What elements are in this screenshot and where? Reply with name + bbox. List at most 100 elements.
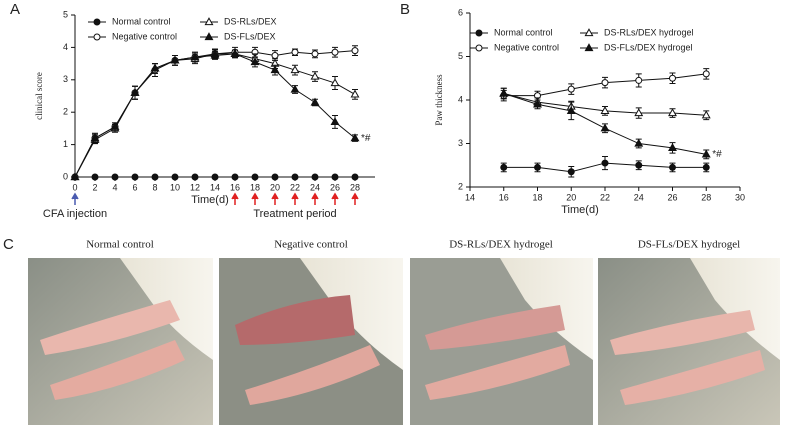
x-axis-label: Time(d) [191,194,228,206]
point [151,173,159,181]
point [291,48,299,56]
x-tick-label: 22 [290,182,300,192]
point [130,87,140,96]
point [310,97,320,106]
arrow [291,192,299,205]
x-tick-label: 14 [465,192,475,202]
point [701,149,711,158]
point [635,76,643,84]
point [90,133,100,142]
point [601,79,609,87]
x-tick-label: 12 [190,182,200,192]
x-tick-label: 24 [310,182,320,192]
point [668,143,677,151]
point [230,49,240,57]
point [351,173,359,181]
x-tick-label: 18 [532,192,542,202]
photo [410,258,593,425]
point [310,71,320,80]
point [534,163,541,171]
y-tick-label: 4 [63,42,68,52]
point [634,108,644,117]
y-axis-label: Paw thickness [434,74,444,126]
panel-label: B [400,1,410,18]
legend-label: DS-RLs/DEX [224,16,277,26]
legend-label: Normal control [112,16,171,26]
x-tick-label: 6 [132,182,137,192]
x-tick-label: 28 [701,192,711,202]
point [634,138,644,147]
series-line [74,50,356,178]
y-axis-label: clinical score [34,72,44,120]
point [475,44,483,52]
y-tick-label: 3 [63,74,68,84]
arrow [351,192,359,205]
x-tick-label: 22 [600,192,610,202]
point [210,50,220,59]
point [290,84,300,93]
point [701,110,711,119]
y-tick-label: 6 [458,7,463,17]
x-axis-label: Time(d) [561,204,598,216]
point [150,63,160,72]
point [251,173,259,181]
x-tick-label: 28 [350,182,360,192]
annotation: *# [712,149,722,160]
point [499,88,509,97]
arrow [231,192,239,205]
series-line [74,53,356,178]
point [93,18,101,26]
x-tick-label: 0 [72,182,77,192]
chart: B 2 3 4 5 6 14 16 18 20 22 24 26 28 30 Paw thickness Tim… [400,1,745,216]
point [170,55,180,64]
legend-label: Negative control [494,42,559,52]
legend-label: Negative control [112,31,177,41]
arrow [271,192,279,205]
x-tick-label: 26 [667,192,677,202]
point [311,173,319,181]
x-tick-label: 16 [499,192,509,202]
y-tick-label: 5 [458,51,463,61]
x-tick-label: 30 [735,192,745,202]
point [600,123,610,132]
photo-caption: DS-RLs/DEX hydrogel [449,239,553,251]
point [231,173,239,181]
y-tick-label: 1 [63,139,68,149]
point [584,28,594,37]
photo [28,258,213,425]
point [669,74,676,82]
y-tick-label: 2 [458,181,463,191]
point [350,133,360,142]
point [171,173,179,181]
point [270,65,280,74]
point [131,173,139,181]
photo-caption: Negative control [274,239,348,251]
x-tick-label: 14 [210,182,220,192]
photo-caption: DS-FLs/DEX hydrogel [638,239,740,251]
arrow [251,192,259,205]
point [331,48,339,56]
point [702,163,710,171]
point [250,57,260,66]
x-tick-label: 4 [112,182,117,192]
point [702,70,710,78]
point [351,47,359,55]
point [668,108,677,117]
y-tick-label: 3 [458,138,463,148]
point [93,33,101,41]
y-tick-label: 2 [63,107,68,117]
marker-label: CFA injection [43,208,107,220]
point [601,159,609,167]
arrow [331,192,339,205]
photo-panel [28,258,780,425]
point [291,173,299,181]
point [330,117,340,126]
point [350,89,360,98]
point [500,163,508,171]
point [600,106,610,114]
point [110,121,120,130]
panel-label: A [10,1,20,18]
marker-label: Treatment period [253,208,336,220]
